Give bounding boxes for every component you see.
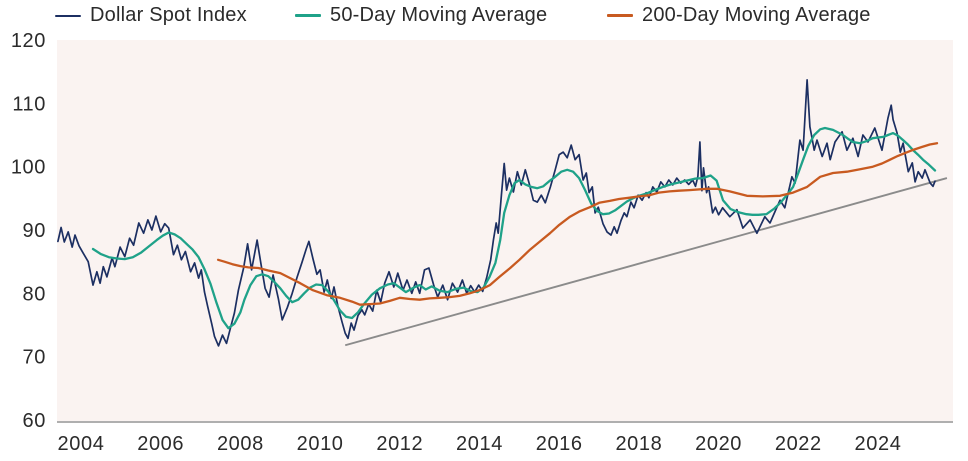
legend-label: 50-Day Moving Average bbox=[330, 4, 548, 26]
chart-legend: Dollar Spot Index 50-Day Moving Average … bbox=[0, 0, 968, 32]
x-axis-tick-label: 2024 bbox=[855, 433, 902, 455]
x-axis-tick-label: 2008 bbox=[217, 433, 264, 455]
x-axis-tick-label: 2004 bbox=[58, 433, 105, 455]
legend-item-50-day-moving-average: 50-Day Moving Average bbox=[295, 4, 547, 27]
plot-background bbox=[57, 40, 953, 422]
x-axis-tick-label: 2014 bbox=[456, 433, 503, 455]
x-axis-tick-label: 2006 bbox=[137, 433, 184, 455]
series-line-50-day-moving-average bbox=[91, 126, 937, 330]
x-axis-tick-label: 2010 bbox=[297, 433, 344, 455]
series-line-200-day-moving-average bbox=[216, 142, 939, 306]
trendline bbox=[344, 177, 948, 347]
x-axis-tick-label: 2012 bbox=[376, 433, 423, 455]
200-day-ma-line-swatch bbox=[607, 14, 633, 17]
legend-label: Dollar Spot Index bbox=[90, 4, 247, 26]
legend-item-dollar-spot-index: Dollar Spot Index bbox=[55, 4, 247, 27]
x-axis-tick-label: 2022 bbox=[775, 433, 822, 455]
y-axis-tick-label: 120 bbox=[11, 30, 46, 52]
x-axis-tick-label: 2016 bbox=[536, 433, 583, 455]
y-axis-tick-label: 70 bbox=[23, 347, 46, 369]
y-axis-tick-label: 90 bbox=[23, 220, 46, 242]
y-axis-tick-label: 110 bbox=[12, 93, 46, 115]
x-axis-tick-label: 2020 bbox=[695, 433, 742, 455]
legend-label: 200-Day Moving Average bbox=[642, 4, 871, 26]
legend-item-200-day-moving-average: 200-Day Moving Average bbox=[607, 4, 871, 27]
y-axis-tick-label: 100 bbox=[11, 157, 46, 179]
series-line-dollar-spot-index bbox=[57, 79, 936, 347]
50-day-ma-line-swatch bbox=[295, 14, 321, 17]
y-axis-tick-label: 60 bbox=[23, 410, 46, 432]
y-axis-tick-label: 80 bbox=[23, 283, 46, 305]
dollar-spot-index-line-swatch bbox=[55, 14, 81, 17]
x-axis-tick-label: 2018 bbox=[615, 433, 662, 455]
